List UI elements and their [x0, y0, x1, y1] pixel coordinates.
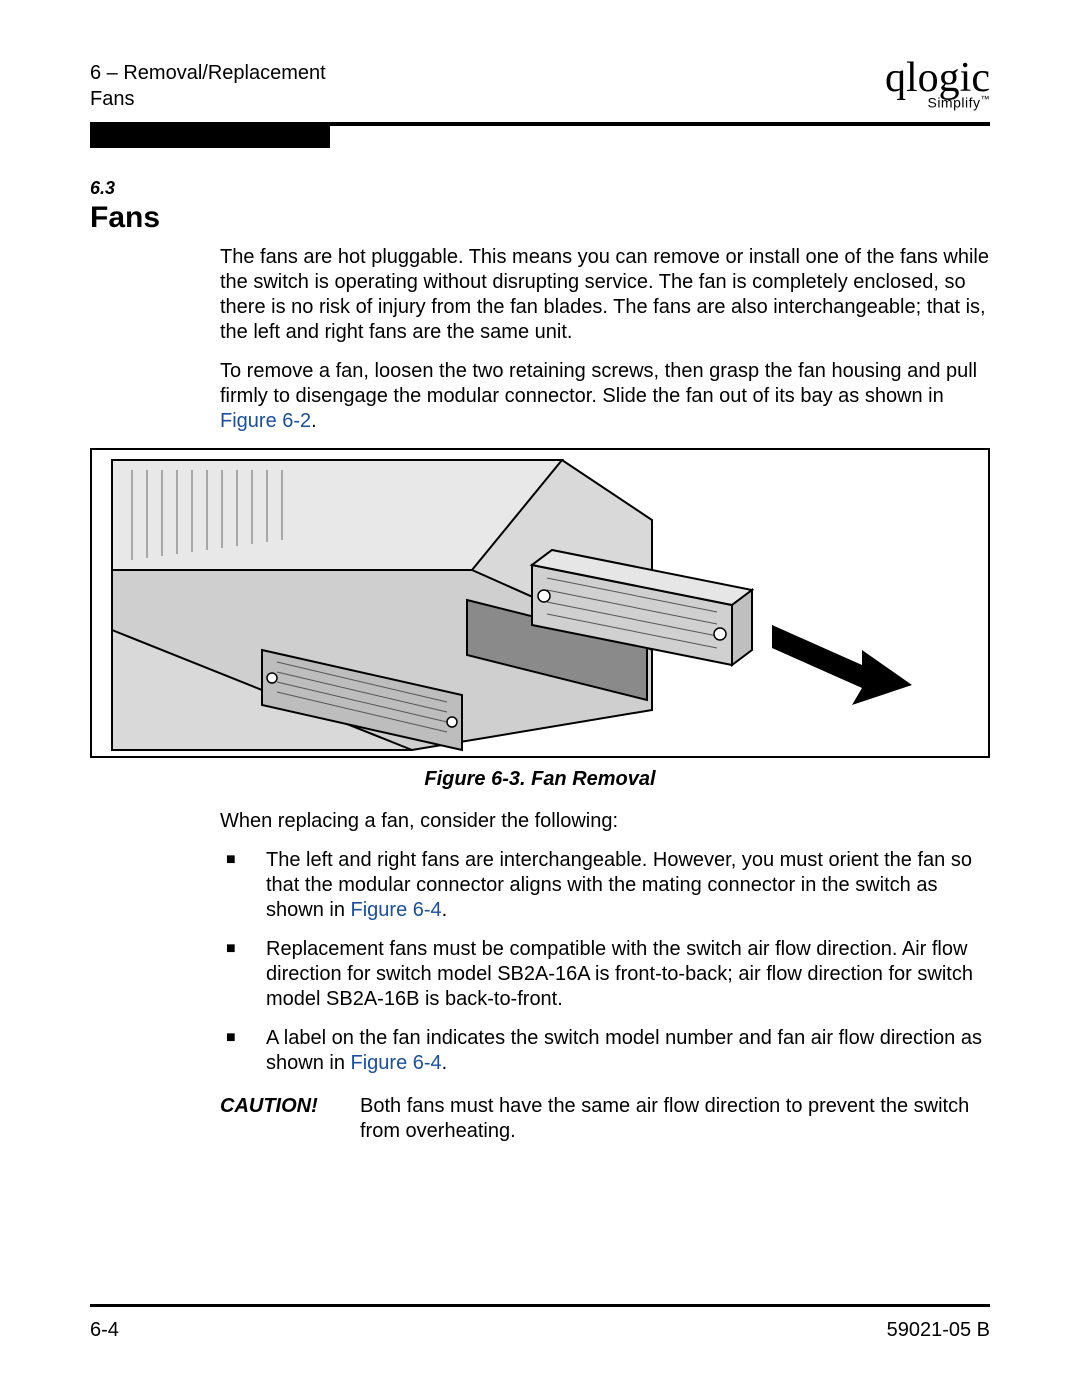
section-title: Fans [90, 201, 990, 235]
page: 6 – Removal/Replacement Fans qlogic Simp… [0, 0, 1080, 1397]
bullet-list: The left and right fans are interchangea… [220, 848, 990, 1076]
paragraph-3: When replacing a fan, consider the follo… [220, 809, 990, 834]
list-item: The left and right fans are interchangea… [220, 848, 990, 923]
section-number: 6.3 [90, 178, 990, 199]
page-footer: 6-4 59021-05 B [90, 1319, 990, 1342]
fan-removal-illustration [92, 450, 988, 756]
figure-caption: Figure 6-3. Fan Removal [90, 768, 990, 791]
list-item: Replacement fans must be compatible with… [220, 937, 990, 1012]
chapter-line: 6 – Removal/Replacement [90, 60, 326, 86]
paragraph-2: To remove a fan, loosen the two retainin… [220, 359, 990, 434]
footer-rule [90, 1304, 990, 1307]
figure-6-4-link[interactable]: Figure 6-4 [351, 899, 442, 921]
caution-block: CAUTION! Both fans must have the same ai… [220, 1094, 990, 1144]
caution-text: Both fans must have the same air flow di… [360, 1094, 990, 1144]
figure-6-2-link[interactable]: Figure 6-2 [220, 410, 311, 432]
paragraph-1: The fans are hot pluggable. This means y… [220, 245, 990, 345]
section-line: Fans [90, 86, 326, 112]
removal-arrow-icon [772, 625, 912, 705]
figure-6-4-link[interactable]: Figure 6-4 [351, 1052, 442, 1074]
brand-logo: qlogic Simplify™ [885, 60, 990, 110]
doc-number: 59021-05 B [887, 1319, 990, 1342]
figure-6-3 [90, 448, 990, 758]
header-text: 6 – Removal/Replacement Fans [90, 60, 326, 112]
logo-main: qlogic [885, 60, 990, 98]
list-item: A label on the fan indicates the switch … [220, 1026, 990, 1076]
page-number: 6-4 [90, 1319, 119, 1342]
caution-label: CAUTION! [220, 1094, 360, 1144]
header-rule [90, 122, 990, 148]
page-header: 6 – Removal/Replacement Fans qlogic Simp… [90, 60, 990, 112]
header-rule-bar [90, 122, 330, 148]
